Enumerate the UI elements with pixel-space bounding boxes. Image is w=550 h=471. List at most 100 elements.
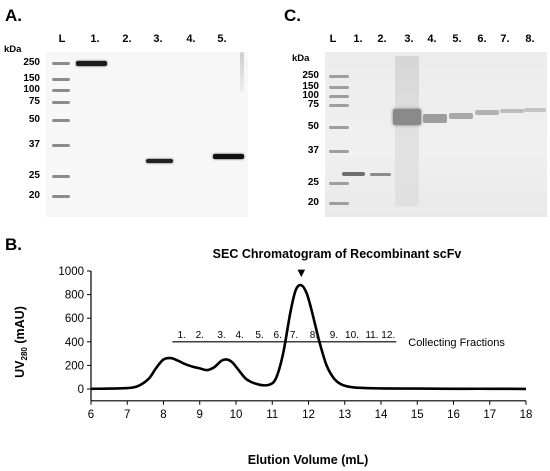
svg-text:UV280 (mAU): UV280 (mAU) [13,306,29,378]
y-axis-label: UV280 (mAU) [13,306,29,378]
panel-a-lane-label: 4. [186,33,196,45]
panel-a-ladder-band [52,78,70,81]
x-tick-label: 18 [520,409,533,421]
panel-a-band-lane-1 [76,61,107,66]
fraction-label: 1. [177,330,185,341]
panel-c-marker-label: 20 [307,197,319,208]
y-axis-label-prefix: UV [13,360,27,378]
y-tick-label: 200 [65,360,84,372]
panel-c-band-lane-3 [393,109,421,125]
panel-c-lane-label: 2. [377,33,387,45]
panel-a-ladder-band [52,62,70,65]
panel-c-ladder-band [329,126,349,129]
x-axis-label: Elution Volume (mL) [248,453,369,467]
panel-c-band-lane-8 [524,108,546,112]
x-tick-label: 7 [124,409,130,421]
panel-a-edge-smear [240,52,244,92]
panel-a-kda-label: kDa [4,44,22,55]
panel-a-marker-label: 20 [28,190,40,201]
panel-c-ladder-band [329,75,349,78]
panel-c-ladder-band [329,104,349,107]
fraction-label: 10. [345,330,359,341]
panel-c-band-lane-1 [342,172,365,176]
panel-b-letter: B. [5,235,22,254]
x-tick-label: 9 [197,409,203,421]
chart-title: SEC Chromatogram of Recombinant scFv [213,247,462,261]
panel-c-ladder-band [329,95,349,98]
panel-c-band-lane-6 [475,110,499,115]
x-tick-label: 16 [447,409,460,421]
panel-a-lane-label: L [58,33,66,45]
fraction-label: 8. [310,330,318,341]
panel-c-ladder-band [329,202,349,205]
panel-a-marker-label: 50 [28,114,40,125]
fraction-label: 2. [196,330,204,341]
x-tick-label: 17 [483,409,496,421]
panel-a-marker-label: 150 [23,73,40,84]
panel-a-marker-label: 100 [23,84,40,95]
panel-c-lane-label: 1. [353,33,363,45]
x-tick-label: 12 [302,409,315,421]
x-tick-label: 13 [338,409,351,421]
chromatogram-trace [90,283,527,391]
panel-c-smear-lane-3 [395,56,419,206]
x-tick-label: 14 [375,409,388,421]
panel-a-band-lane-5 [213,154,244,159]
panel-c-lane-label: L [329,33,337,45]
panel-c-ladder-band [329,86,349,89]
panel-c-lane-label: 3. [404,33,414,45]
collection-fractions: 1. 2. 3. 4. 5. 6. 7. 8. 9. 10. 11. 12. Collecting Fr… [172,330,505,349]
panel-c-lane-label: 8. [525,33,535,45]
panel-c-band-lane-7 [500,109,524,113]
panel-a-band-lane-3 [146,159,173,163]
panel-a-lane-label: 2. [122,33,132,45]
panel-a-blot [46,52,248,217]
panel-c-marker-label: 25 [307,177,319,188]
panel-a-lane-label: 5. [217,33,227,45]
y-tick-label: 400 [65,337,84,349]
panel-c-lane-label: 6. [477,33,487,45]
fraction-label: 12. [381,330,395,341]
panel-a-marker-label: 75 [28,96,40,107]
fraction-label: 9. [330,330,338,341]
fraction-label: 4. [235,330,243,341]
panel-a-ladder-band [52,119,70,122]
chart-ticks: 6 7 8 9 10 11 12 13 14 15 16 17 18 0 200 400 600 800 1000 [58,266,532,421]
x-tick-label: 15 [411,409,424,421]
panel-c-band-lane-2 [370,173,391,176]
y-tick-label: 0 [78,384,84,396]
collecting-fractions-label: Collecting Fractions [408,337,505,349]
panel-c-marker-label: 100 [302,90,319,101]
panel-c-marker-label: 50 [307,121,319,132]
y-axis-label-sub: 280 [20,347,29,361]
fraction-label: 7. [290,330,298,341]
fraction-label: 3. [217,330,225,341]
panel-c-marker-label: 75 [307,99,319,110]
panel-c-lane-label: 4. [427,33,437,45]
x-tick-label: 6 [88,409,94,421]
x-tick-label: 10 [230,409,243,421]
y-tick-label: 800 [65,290,84,302]
panel-c-marker-label: 37 [307,145,319,156]
y-tick-label: 600 [65,313,84,325]
panel-a-letter: A. [5,6,22,25]
panel-a-lane-label: 1. [90,33,100,45]
peak-marker-icon: ▼ [295,265,308,280]
panel-a-ladder-band [52,144,70,147]
panel-a-ladder-band [52,89,70,92]
x-tick-label: 8 [160,409,166,421]
panel-a-ladder-band [52,101,70,104]
panel-a-ladder-band [52,175,70,178]
panel-c-gel [325,52,547,217]
panel-c-lane-label: 7. [500,33,510,45]
fraction-label: 11. [365,330,378,341]
panel-c-band-lane-5 [449,113,473,119]
panel-a-ladder-band [52,195,70,198]
panel-c-band-lane-4 [423,114,447,123]
fraction-label: 6. [274,330,282,341]
panel-c-kda-label: kDa [292,53,310,64]
panel-c-lane-label: 5. [452,33,462,45]
panel-a-marker-label: 250 [23,57,40,68]
y-axis-label-suffix: (mAU) [13,306,27,347]
